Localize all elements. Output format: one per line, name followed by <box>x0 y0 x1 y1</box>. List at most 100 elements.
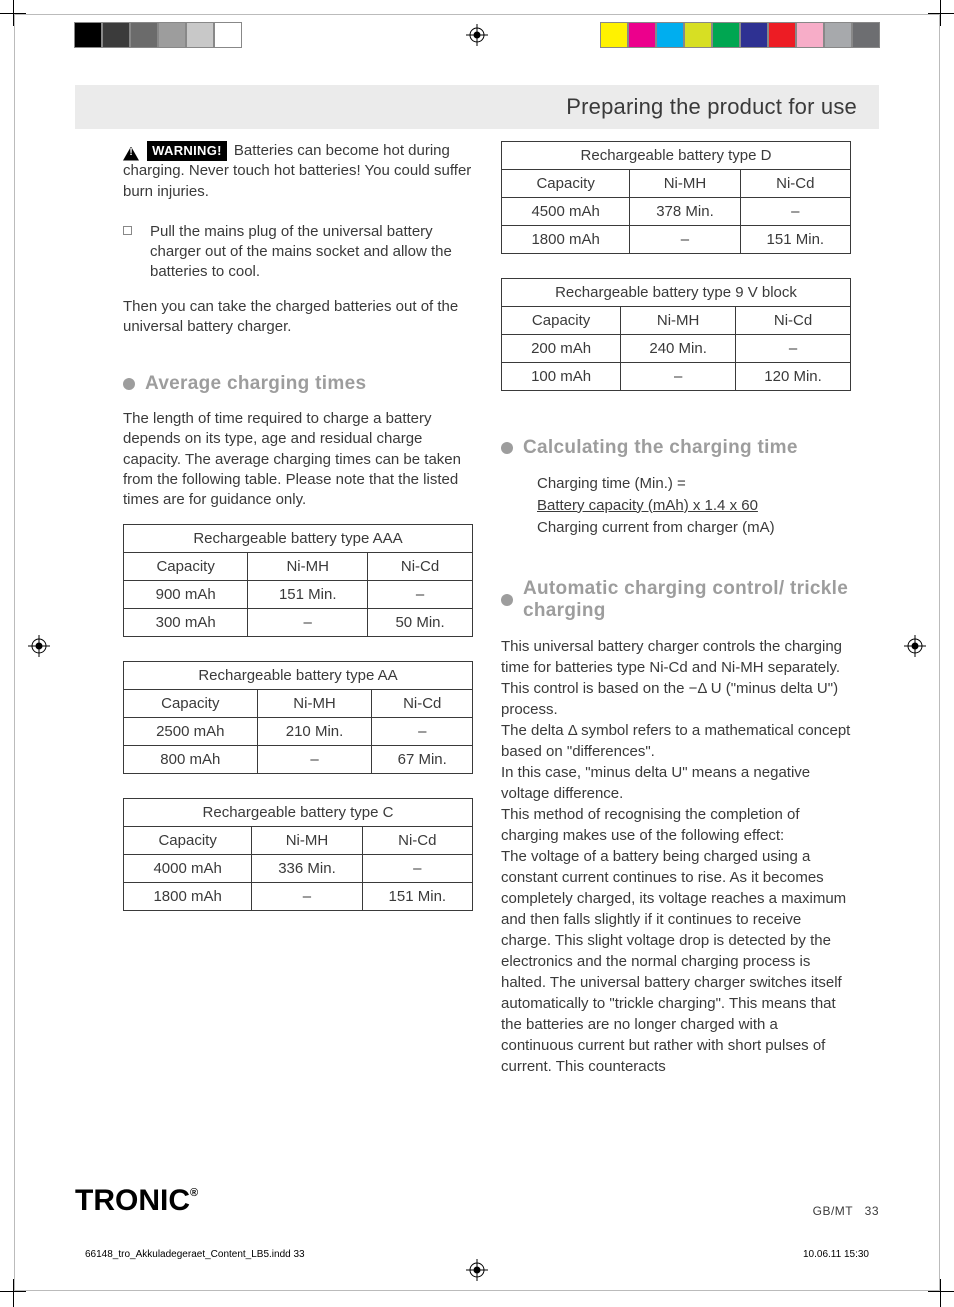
table-row: 800 mAh–67 Min. <box>124 746 473 774</box>
table-row: 4500 mAh378 Min.– <box>502 198 851 226</box>
table-title: Rechargeable battery type 9 V block <box>502 279 851 307</box>
section-heading-calc: Calculating the charging time <box>501 437 851 459</box>
column-left: WARNING! Batteries can become hot during… <box>123 141 473 1170</box>
table-header-cell: Ni-Cd <box>368 553 473 581</box>
table-cell: – <box>736 335 851 363</box>
table-header-cell: Ni-Cd <box>362 827 472 855</box>
page-number: GB/MT 33 <box>813 1204 879 1218</box>
page-frame: Preparing the product for use WARNING! B… <box>14 14 940 1291</box>
table-cell: 240 Min. <box>621 335 736 363</box>
table-cell: 151 Min. <box>740 226 850 254</box>
tables-right: Rechargeable battery type DCapacityNi-MH… <box>501 141 851 415</box>
table-cell: 2500 mAh <box>124 718 258 746</box>
calc-line1: Charging time (Min.) = <box>537 473 851 495</box>
table-row: 200 mAh240 Min.– <box>502 335 851 363</box>
table-title: Rechargeable battery type AAA <box>124 525 473 553</box>
table-cell: – <box>362 855 472 883</box>
table-cell: 1800 mAh <box>124 883 252 911</box>
table-title: Rechargeable battery type D <box>502 142 851 170</box>
page-footer: TRONIC® GB/MT 33 <box>75 1178 879 1218</box>
charging-table: Rechargeable battery type CCapacityNi-MH… <box>123 798 473 911</box>
section-intro: The length of time required to charge a … <box>123 409 473 510</box>
table-row: 1800 mAh–151 Min. <box>124 883 473 911</box>
charging-table: Rechargeable battery type DCapacityNi-MH… <box>501 141 851 254</box>
section-title: Average charging times <box>145 373 366 395</box>
table-cell: – <box>740 198 850 226</box>
warning-label: WARNING! <box>147 141 227 161</box>
table-cell: 120 Min. <box>736 363 851 391</box>
table-row: 300 mAh–50 Min. <box>124 609 473 637</box>
table-header-cell: Capacity <box>124 553 248 581</box>
table-cell: 67 Min. <box>372 746 473 774</box>
table-cell: 1800 mAh <box>502 226 630 254</box>
slug-file: 66148_tro_Akkuladegeraet_Content_LB5.ind… <box>85 1249 305 1260</box>
table-title: Rechargeable battery type C <box>124 799 473 827</box>
warning-block: WARNING! Batteries can become hot during… <box>123 141 473 202</box>
brand-logo: TRONIC® <box>75 1184 198 1218</box>
table-cell: 50 Min. <box>368 609 473 637</box>
table-header-cell: Capacity <box>502 307 621 335</box>
table-cell: 4000 mAh <box>124 855 252 883</box>
table-cell: 336 Min. <box>252 855 362 883</box>
tables-left: Rechargeable battery type AAACapacityNi-… <box>123 524 473 935</box>
table-header-cell: Capacity <box>124 690 258 718</box>
bullet-icon <box>501 594 513 606</box>
table-cell: 300 mAh <box>124 609 248 637</box>
table-header-cell: Ni-MH <box>630 170 740 198</box>
table-cell: – <box>368 581 473 609</box>
table-cell: – <box>248 609 368 637</box>
table-cell: 800 mAh <box>124 746 258 774</box>
paragraph: Then you can take the charged batteries … <box>123 297 473 338</box>
charging-table: Rechargeable battery type AACapacityNi-M… <box>123 661 473 774</box>
table-row: 2500 mAh210 Min.– <box>124 718 473 746</box>
section-title: Automatic charging control/ trickle char… <box>523 578 851 622</box>
checkbox-icon <box>123 226 132 235</box>
slug-line: 66148_tro_Akkuladegeraet_Content_LB5.ind… <box>85 1249 869 1260</box>
table-title: Rechargeable battery type AA <box>124 662 473 690</box>
table-cell: 4500 mAh <box>502 198 630 226</box>
table-header-cell: Ni-Cd <box>372 690 473 718</box>
warning-icon <box>123 147 139 161</box>
charging-table: Rechargeable battery type AAACapacityNi-… <box>123 524 473 637</box>
table-header-cell: Capacity <box>124 827 252 855</box>
section-body: This universal battery charger controls … <box>501 636 851 1077</box>
table-cell: 100 mAh <box>502 363 621 391</box>
charging-table: Rechargeable battery type 9 V blockCapac… <box>501 278 851 391</box>
calc-formula: Charging time (Min.) = Battery capacity … <box>501 473 851 538</box>
table-cell: – <box>372 718 473 746</box>
table-cell: – <box>630 226 740 254</box>
table-row: 1800 mAh–151 Min. <box>502 226 851 254</box>
page-title: Preparing the product for use <box>566 94 857 120</box>
table-header-cell: Ni-MH <box>248 553 368 581</box>
section-heading-auto: Automatic charging control/ trickle char… <box>501 578 851 622</box>
table-cell: 151 Min. <box>362 883 472 911</box>
column-right: Rechargeable battery type DCapacityNi-MH… <box>501 141 851 1170</box>
table-row: 4000 mAh336 Min.– <box>124 855 473 883</box>
table-cell: – <box>257 746 372 774</box>
slug-date: 10.06.11 15:30 <box>803 1249 869 1260</box>
calc-line3: Charging current from charger (mA) <box>537 517 851 539</box>
table-cell: – <box>621 363 736 391</box>
table-cell: – <box>252 883 362 911</box>
bullet-icon <box>123 378 135 390</box>
table-cell: 200 mAh <box>502 335 621 363</box>
table-header-cell: Ni-MH <box>621 307 736 335</box>
instruction-bullet: Pull the mains plug of the universal bat… <box>123 222 473 283</box>
table-row: 100 mAh–120 Min. <box>502 363 851 391</box>
table-header-cell: Ni-MH <box>252 827 362 855</box>
table-cell: 210 Min. <box>257 718 372 746</box>
page-header: Preparing the product for use <box>75 85 879 129</box>
table-cell: 378 Min. <box>630 198 740 226</box>
bullet-icon <box>501 442 513 454</box>
table-header-cell: Ni-MH <box>257 690 372 718</box>
section-heading-avg: Average charging times <box>123 373 473 395</box>
instruction-text: Pull the mains plug of the universal bat… <box>150 222 473 283</box>
section-title: Calculating the charging time <box>523 437 798 459</box>
table-cell: 151 Min. <box>248 581 368 609</box>
table-header-cell: Capacity <box>502 170 630 198</box>
calc-line2: Battery capacity (mAh) x 1.4 x 60 <box>537 495 851 517</box>
table-cell: 900 mAh <box>124 581 248 609</box>
table-header-cell: Ni-Cd <box>736 307 851 335</box>
table-header-cell: Ni-Cd <box>740 170 850 198</box>
table-row: 900 mAh151 Min.– <box>124 581 473 609</box>
